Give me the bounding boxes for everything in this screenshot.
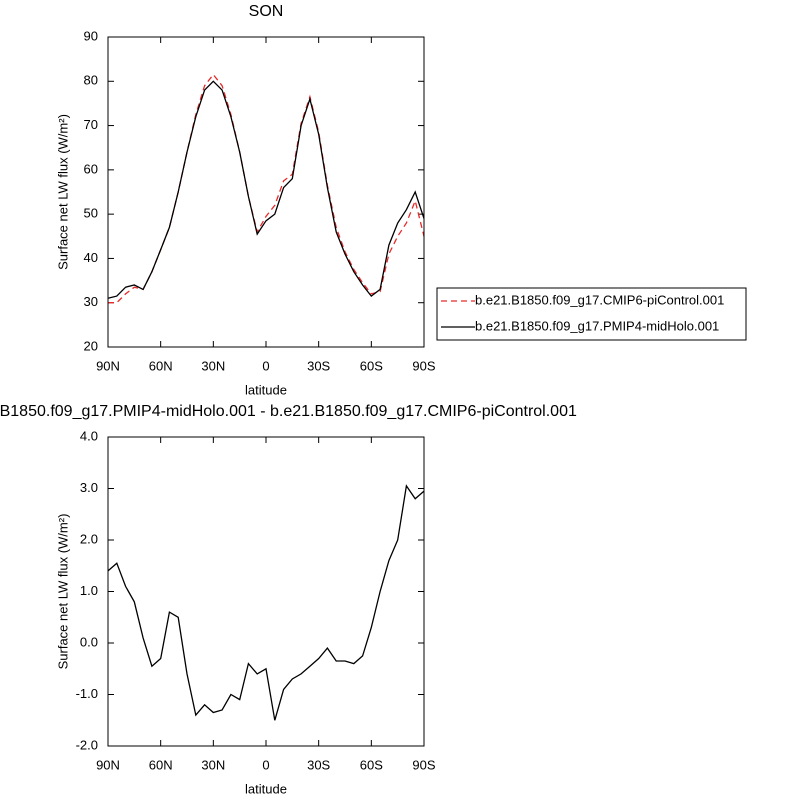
x-tick-label: 30S	[307, 757, 330, 772]
x-tick-label: 0	[262, 757, 269, 772]
y-tick-label: 90	[84, 28, 98, 43]
y-tick-label: 1.0	[80, 583, 98, 598]
y-tick-label: 40	[84, 250, 98, 265]
x-tick-label: 60S	[360, 757, 383, 772]
y-tick-label: 70	[84, 117, 98, 132]
x-axis-label: latitude	[245, 382, 287, 397]
x-tick-label: 30N	[201, 757, 225, 772]
legend-box	[436, 287, 747, 341]
x-tick-label: 30S	[307, 358, 330, 373]
data-line	[107, 80, 425, 299]
x-tick-label: 90N	[96, 757, 120, 772]
x-tick-label: 60N	[149, 757, 173, 772]
y-tick-label: 2.0	[80, 531, 98, 546]
data-line	[107, 484, 425, 721]
y-axis-label: Surface net LW flux (W/m²)	[55, 514, 70, 670]
x-tick-label: 0	[262, 358, 269, 373]
x-tick-label: 30N	[201, 358, 225, 373]
y-tick-label: 60	[84, 161, 98, 176]
y-tick-label: -2.0	[76, 737, 98, 752]
y-tick-label: 4.0	[80, 428, 98, 443]
x-tick-label: 60N	[149, 358, 173, 373]
chart-title: SON	[249, 3, 284, 20]
x-tick-label: 90S	[412, 757, 435, 772]
y-tick-label: 20	[84, 338, 98, 353]
y-tick-label: 30	[84, 294, 98, 309]
chart-title: b.e21.B1850.f09_g17.PMIP4-midHolo.001 - …	[0, 403, 577, 420]
y-tick-label: 3.0	[80, 480, 98, 495]
x-tick-label: 90S	[412, 358, 435, 373]
x-tick-label: 60S	[360, 358, 383, 373]
y-tick-label: 0.0	[80, 634, 98, 649]
x-axis-label: latitude	[245, 781, 287, 796]
legend-label: b.e21.B1850.f09_g17.PMIP4-midHolo.001	[475, 318, 719, 333]
plot-frame	[107, 436, 425, 747]
data-line	[108, 73, 425, 304]
y-tick-label: -1.0	[76, 686, 98, 701]
plot-frame	[107, 36, 425, 348]
y-tick-label: 80	[84, 73, 98, 88]
y-tick-label: 50	[84, 206, 98, 221]
legend-label: b.e21.B1850.f09_g17.CMIP6-piControl.001	[475, 292, 724, 307]
y-axis-label: Surface net LW flux (W/m²)	[55, 114, 70, 270]
x-tick-label: 90N	[96, 358, 120, 373]
